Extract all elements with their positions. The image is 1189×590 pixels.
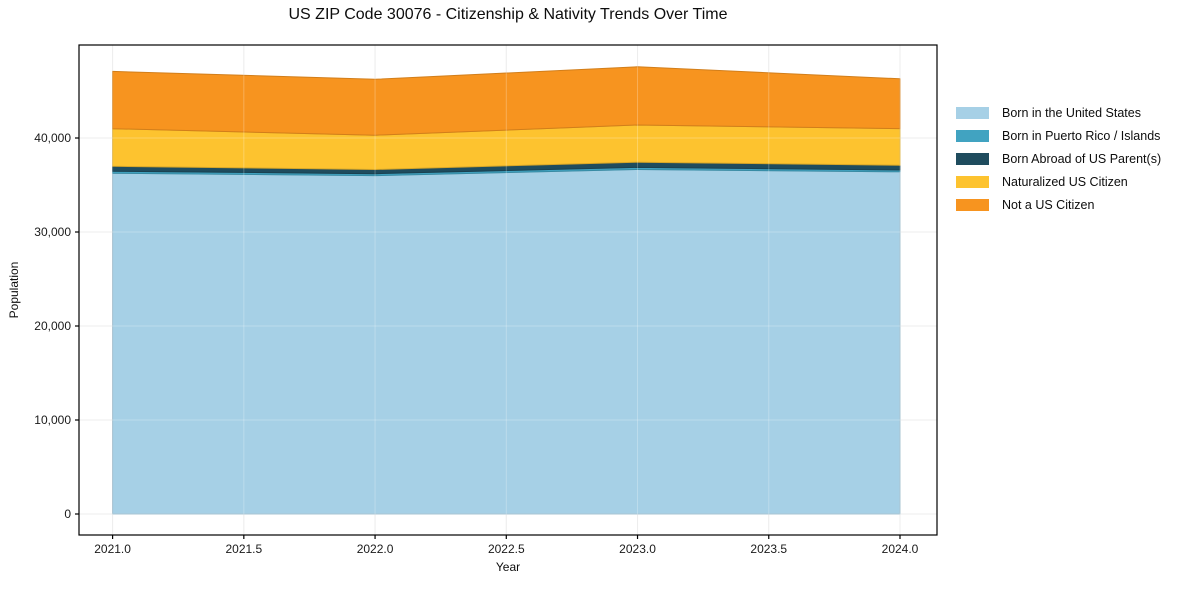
plot-spines xyxy=(78,44,938,536)
x-tick-label: 2022.0 xyxy=(357,542,394,556)
legend-swatch-born-in-the-united-states xyxy=(956,106,989,119)
y-tick-label: 10,000 xyxy=(34,413,71,427)
legend-swatch-born-in-puerto-rico-islands xyxy=(956,129,989,142)
x-tick-label: 2024.0 xyxy=(882,542,919,556)
legend-label-not-a-us-citizen: Not a US Citizen xyxy=(1002,197,1095,212)
legend-item-born-in-puerto-rico-islands: Born in Puerto Rico / Islands xyxy=(956,128,1161,143)
y-tick-label: 30,000 xyxy=(34,225,71,239)
legend-item-not-a-us-citizen: Not a US Citizen xyxy=(956,197,1161,212)
y-tick-label: 20,000 xyxy=(34,319,71,333)
x-axis-label: Year xyxy=(495,560,521,574)
chart-title: US ZIP Code 30076 - Citizenship & Nativi… xyxy=(288,6,728,23)
area-not-a-us-citizen xyxy=(112,66,901,136)
legend-label-naturalized-us-citizen: Naturalized US Citizen xyxy=(1002,174,1128,189)
x-tick-label: 2023.5 xyxy=(750,542,787,556)
legend-swatch-naturalized-us-citizen xyxy=(956,175,989,188)
legend-item-born-in-the-united-states: Born in the United States xyxy=(956,105,1161,120)
x-tick-label: 2022.5 xyxy=(488,542,525,556)
y-tick-label: 0 xyxy=(64,507,71,521)
x-tick-label: 2021.5 xyxy=(225,542,262,556)
legend-swatch-not-a-us-citizen xyxy=(956,198,989,211)
legend-label-born-abroad-of-us-parent-s: Born Abroad of US Parent(s) xyxy=(1002,151,1162,166)
legend-item-born-abroad-of-us-parent-s: Born Abroad of US Parent(s) xyxy=(956,151,1161,166)
x-tick-label: 2021.0 xyxy=(94,542,131,556)
legend-item-naturalized-us-citizen: Naturalized US Citizen xyxy=(956,174,1161,189)
legend-swatch-born-abroad-of-us-parent-s xyxy=(956,152,989,165)
y-tick-label: 40,000 xyxy=(34,131,71,145)
x-tick-label: 2023.0 xyxy=(619,542,656,556)
legend: Born in the United States Born in Puerto … xyxy=(956,105,1161,212)
legend-label-born-in-puerto-rico-islands: Born in Puerto Rico / Islands xyxy=(1002,128,1161,143)
legend-label-born-in-the-united-states: Born in the United States xyxy=(1002,105,1141,120)
